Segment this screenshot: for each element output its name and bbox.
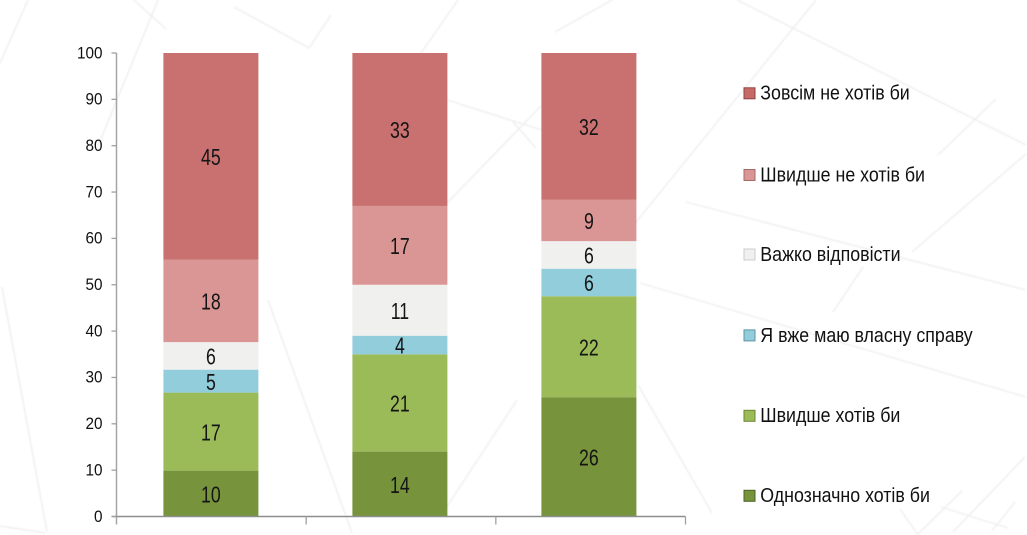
svg-text:70: 70	[85, 183, 102, 202]
svg-text:26: 26	[579, 445, 599, 471]
svg-text:30: 30	[85, 368, 102, 387]
svg-text:6: 6	[584, 243, 594, 269]
svg-text:60: 60	[85, 229, 102, 248]
svg-text:21: 21	[390, 391, 410, 417]
svg-text:18: 18	[201, 289, 221, 315]
svg-text:80: 80	[85, 136, 102, 155]
svg-text:5: 5	[206, 370, 216, 396]
svg-text:9: 9	[584, 209, 594, 235]
svg-text:Швидше хотів би: Швидше хотів би	[760, 405, 900, 428]
svg-text:11: 11	[391, 299, 409, 325]
svg-text:Важко відповісти: Важко відповісти	[760, 244, 900, 267]
svg-text:17: 17	[201, 420, 221, 446]
svg-text:20: 20	[85, 414, 102, 433]
svg-text:45: 45	[201, 145, 221, 171]
svg-text:6: 6	[206, 344, 216, 370]
svg-text:Зовсім не хотів би: Зовсім не хотів би	[760, 83, 909, 106]
svg-text:17: 17	[390, 234, 410, 260]
svg-text:50: 50	[85, 275, 102, 294]
svg-text:Швидше не хотів би: Швидше не хотів би	[760, 164, 925, 187]
svg-text:32: 32	[579, 115, 599, 141]
svg-text:6: 6	[584, 271, 594, 297]
svg-text:90: 90	[85, 90, 102, 109]
svg-text:10: 10	[201, 482, 221, 508]
svg-text:10: 10	[85, 461, 102, 480]
svg-text:22: 22	[579, 335, 599, 361]
svg-text:14: 14	[390, 473, 410, 499]
svg-text:33: 33	[390, 118, 410, 144]
svg-text:100: 100	[77, 44, 103, 63]
svg-text:4: 4	[395, 334, 405, 360]
svg-text:40: 40	[85, 322, 102, 341]
svg-text:Однозначно хотів би: Однозначно хотів би	[760, 485, 930, 508]
svg-text:0: 0	[94, 507, 103, 526]
svg-text:Я вже маю власну справу: Я вже маю власну справу	[760, 325, 973, 348]
